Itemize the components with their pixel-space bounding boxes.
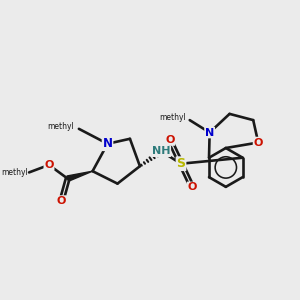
Text: O: O bbox=[254, 137, 263, 148]
Polygon shape bbox=[67, 171, 93, 181]
Text: NH: NH bbox=[152, 146, 170, 156]
Text: S: S bbox=[176, 157, 185, 170]
Text: O: O bbox=[165, 135, 175, 145]
Text: O: O bbox=[44, 160, 54, 170]
Text: N: N bbox=[103, 137, 112, 150]
Text: O: O bbox=[188, 182, 197, 192]
Text: methyl: methyl bbox=[48, 122, 74, 131]
Text: O: O bbox=[57, 196, 66, 206]
Text: methyl: methyl bbox=[159, 113, 186, 122]
Text: methyl: methyl bbox=[1, 168, 28, 177]
Text: N: N bbox=[205, 128, 214, 138]
